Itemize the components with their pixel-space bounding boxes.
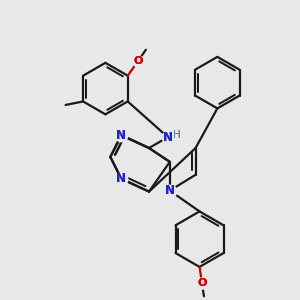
Text: O: O [197, 278, 207, 288]
Text: N: N [165, 184, 175, 197]
Text: N: N [163, 130, 173, 144]
Text: O: O [133, 56, 142, 66]
Text: N: N [116, 172, 126, 185]
Text: N: N [116, 172, 126, 185]
Text: O: O [133, 56, 142, 66]
Text: N: N [116, 129, 126, 142]
Text: N: N [116, 129, 126, 142]
Text: H: H [173, 130, 181, 140]
Text: O: O [197, 278, 207, 288]
Text: H: H [173, 130, 181, 140]
Text: N: N [163, 130, 173, 144]
Text: N: N [165, 184, 175, 197]
